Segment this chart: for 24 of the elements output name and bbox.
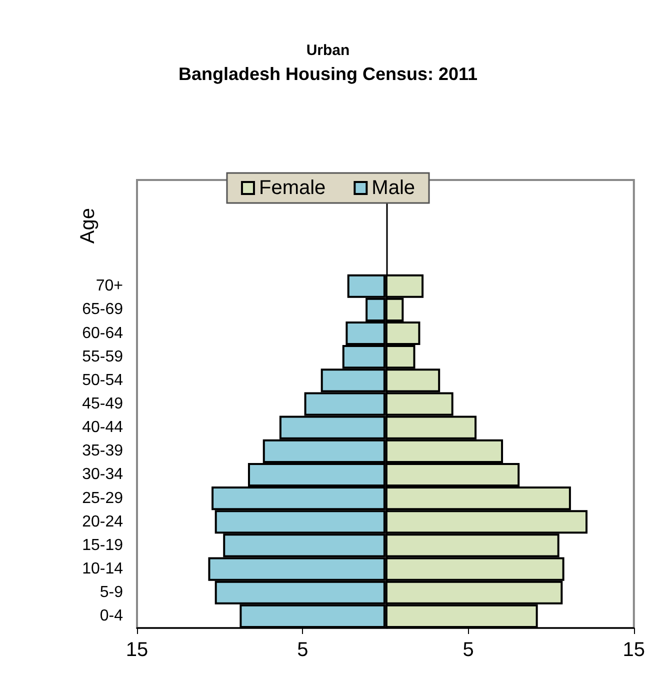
y-tick-label: 40-44 bbox=[82, 419, 124, 436]
x-tick-label: 15 bbox=[126, 639, 148, 661]
y-tick-label: 70+ bbox=[96, 278, 123, 295]
y-axis-title: Age bbox=[77, 208, 99, 244]
y-tick-label: 25-29 bbox=[82, 490, 124, 507]
y-tick-label: 10-14 bbox=[82, 560, 124, 578]
x-tick-label: 5 bbox=[462, 639, 474, 661]
x-tick-label: 15 bbox=[622, 639, 645, 661]
x-tick-label: 5 bbox=[297, 639, 308, 661]
chart-title: Bangladesh Housing Census: 2011 bbox=[178, 64, 478, 84]
chart-subtitle: Urban bbox=[306, 42, 350, 59]
y-tick-label: 35-39 bbox=[82, 442, 124, 460]
y-tick-label: 5-9 bbox=[100, 584, 124, 602]
legend-label: Female bbox=[258, 177, 326, 199]
y-tick-label: 50-54 bbox=[82, 372, 124, 389]
y-tick-label: 20-24 bbox=[82, 513, 124, 530]
y-tick-label: 65-69 bbox=[82, 301, 124, 318]
y-tick-label: 30-34 bbox=[82, 466, 124, 484]
y-tick-label: 55-59 bbox=[82, 348, 124, 366]
legend-label: Male bbox=[372, 177, 416, 199]
y-tick-label: 15-19 bbox=[82, 536, 124, 554]
y-tick-label: 0-4 bbox=[100, 608, 124, 625]
y-tick-label: 45-49 bbox=[82, 396, 124, 412]
y-tick-label: 60-64 bbox=[82, 324, 124, 342]
